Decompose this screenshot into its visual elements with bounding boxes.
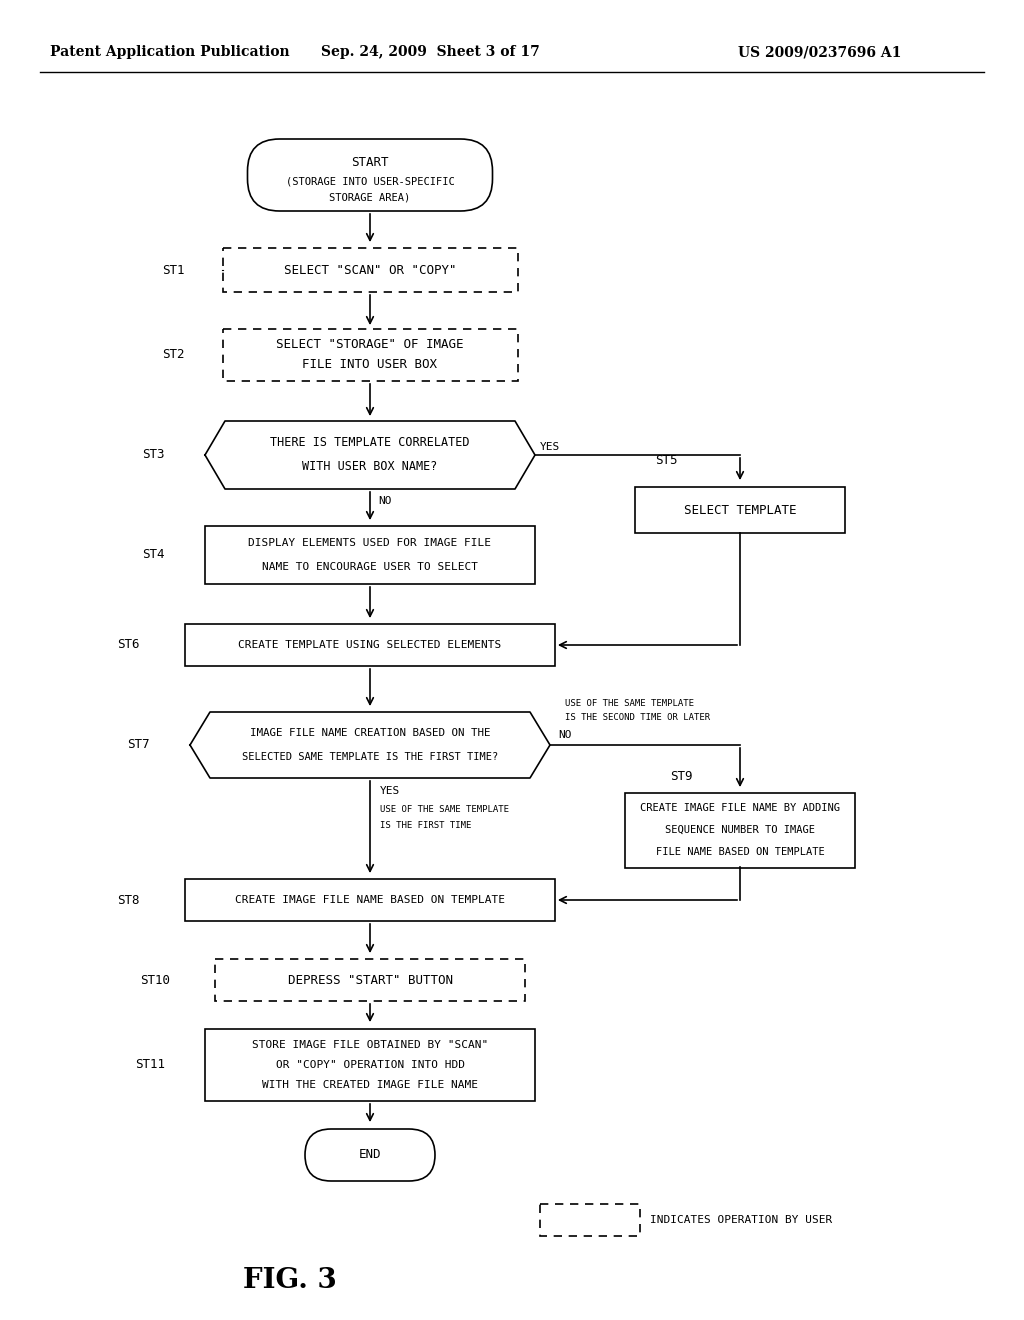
Bar [222, 329, 517, 381]
Text: IS THE SECOND TIME OR LATER: IS THE SECOND TIME OR LATER [565, 713, 710, 722]
Text: ST7: ST7 [128, 738, 150, 751]
Bar [185, 624, 555, 667]
Text: ST10: ST10 [140, 974, 170, 986]
Text: USE OF THE SAME TEMPLATE: USE OF THE SAME TEMPLATE [380, 805, 509, 814]
Text: STORE IMAGE FILE OBTAINED BY "SCAN": STORE IMAGE FILE OBTAINED BY "SCAN" [252, 1040, 488, 1049]
Text: ST4: ST4 [142, 549, 165, 561]
Text: FILE INTO USER BOX: FILE INTO USER BOX [302, 359, 437, 371]
Text: OR "COPY" OPERATION INTO HDD: OR "COPY" OPERATION INTO HDD [275, 1060, 465, 1071]
Bar [635, 487, 845, 533]
Text: SELECT "STORAGE" OF IMAGE: SELECT "STORAGE" OF IMAGE [276, 338, 464, 351]
Text: IS THE FIRST TIME: IS THE FIRST TIME [380, 821, 471, 829]
Text: INDICATES OPERATION BY USER: INDICATES OPERATION BY USER [650, 1214, 833, 1225]
Text: ST6: ST6 [118, 639, 140, 652]
Text: YES: YES [380, 785, 400, 796]
Text: THERE IS TEMPLATE CORRELATED: THERE IS TEMPLATE CORRELATED [270, 437, 470, 450]
Text: YES: YES [540, 442, 560, 451]
Text: Sep. 24, 2009  Sheet 3 of 17: Sep. 24, 2009 Sheet 3 of 17 [321, 45, 540, 59]
Text: US 2009/0237696 A1: US 2009/0237696 A1 [738, 45, 902, 59]
Text: SEQUENCE NUMBER TO IMAGE: SEQUENCE NUMBER TO IMAGE [665, 825, 815, 836]
Text: ST5: ST5 [655, 454, 678, 466]
Text: STORAGE AREA): STORAGE AREA) [330, 191, 411, 202]
Text: ST8: ST8 [118, 894, 140, 907]
Text: (STORAGE INTO USER-SPECIFIC: (STORAGE INTO USER-SPECIFIC [286, 176, 455, 186]
Text: CREATE IMAGE FILE NAME BASED ON TEMPLATE: CREATE IMAGE FILE NAME BASED ON TEMPLATE [234, 895, 505, 906]
Text: IMAGE FILE NAME CREATION BASED ON THE: IMAGE FILE NAME CREATION BASED ON THE [250, 729, 490, 738]
Text: CREATE IMAGE FILE NAME BY ADDING: CREATE IMAGE FILE NAME BY ADDING [640, 803, 840, 813]
Bar [215, 960, 525, 1001]
Text: NO: NO [378, 496, 391, 506]
Text: DISPLAY ELEMENTS USED FOR IMAGE FILE: DISPLAY ELEMENTS USED FOR IMAGE FILE [249, 539, 492, 548]
Text: SELECT TEMPLATE: SELECT TEMPLATE [684, 503, 797, 516]
Text: NO: NO [558, 730, 571, 741]
Text: WITH THE CREATED IMAGE FILE NAME: WITH THE CREATED IMAGE FILE NAME [262, 1080, 478, 1090]
Text: START: START [351, 157, 389, 169]
Text: ST1: ST1 [163, 264, 185, 276]
Text: ST3: ST3 [142, 449, 165, 462]
Bar [205, 1030, 535, 1101]
Text: ST9: ST9 [670, 771, 692, 784]
Bar [222, 248, 517, 292]
Text: ST11: ST11 [135, 1059, 165, 1072]
Text: ST2: ST2 [163, 348, 185, 362]
Bar [625, 792, 855, 867]
Text: FILE NAME BASED ON TEMPLATE: FILE NAME BASED ON TEMPLATE [655, 847, 824, 857]
Text: FIG. 3: FIG. 3 [243, 1266, 337, 1294]
Bar [205, 525, 535, 583]
Text: USE OF THE SAME TEMPLATE: USE OF THE SAME TEMPLATE [565, 698, 694, 708]
Text: Patent Application Publication: Patent Application Publication [50, 45, 290, 59]
Bar [540, 1204, 640, 1236]
Text: DEPRESS "START" BUTTON: DEPRESS "START" BUTTON [288, 974, 453, 986]
Text: WITH USER BOX NAME?: WITH USER BOX NAME? [302, 461, 437, 474]
Text: SELECTED SAME TEMPLATE IS THE FIRST TIME?: SELECTED SAME TEMPLATE IS THE FIRST TIME… [242, 752, 498, 762]
Bar [185, 879, 555, 921]
Text: END: END [358, 1148, 381, 1162]
Text: CREATE TEMPLATE USING SELECTED ELEMENTS: CREATE TEMPLATE USING SELECTED ELEMENTS [239, 640, 502, 649]
Text: SELECT "SCAN" OR "COPY": SELECT "SCAN" OR "COPY" [284, 264, 457, 276]
Text: NAME TO ENCOURAGE USER TO SELECT: NAME TO ENCOURAGE USER TO SELECT [262, 562, 478, 572]
